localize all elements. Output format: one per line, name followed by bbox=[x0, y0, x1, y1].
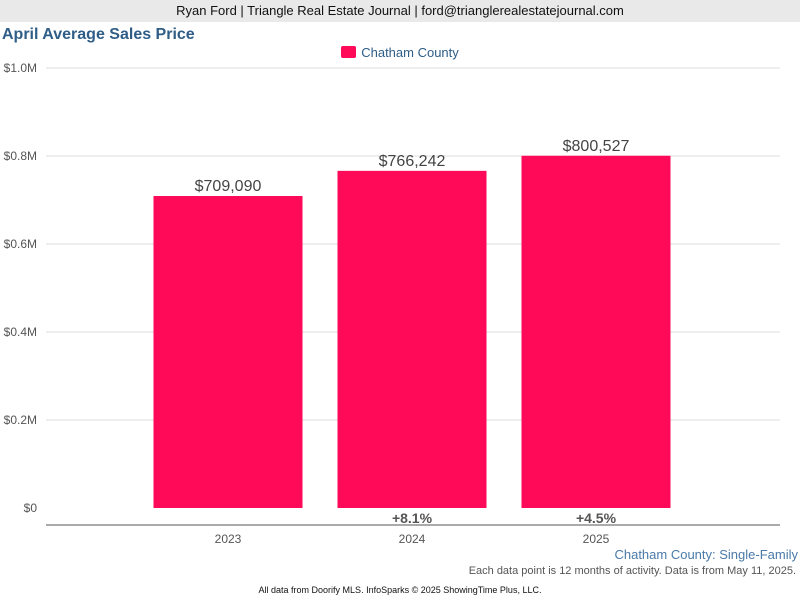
y-tick-label: $1.0M bbox=[4, 61, 37, 75]
bar-value-label: $709,090 bbox=[195, 178, 262, 195]
change-label: +4.5% bbox=[576, 510, 617, 526]
x-tick-label: 2024 bbox=[399, 532, 426, 546]
chart-subtitle: Chatham County: Single-Family bbox=[614, 547, 798, 562]
y-tick-label: $0.8M bbox=[4, 149, 37, 163]
chart-legend: Chatham County bbox=[0, 45, 800, 60]
data-note: Each data point is 12 months of activity… bbox=[468, 565, 796, 577]
y-tick-label: $0.6M bbox=[4, 237, 37, 251]
y-tick-label: $0.4M bbox=[4, 325, 37, 339]
legend-label[interactable]: Chatham County bbox=[361, 45, 459, 60]
chart-title: April Average Sales Price bbox=[2, 26, 195, 43]
bar-value-label: $766,242 bbox=[379, 153, 446, 170]
y-tick-label: $0.2M bbox=[4, 413, 37, 427]
bar bbox=[521, 155, 671, 508]
bar bbox=[337, 170, 487, 508]
bar bbox=[153, 196, 303, 508]
x-tick-label: 2025 bbox=[583, 532, 610, 546]
legend-swatch bbox=[341, 46, 357, 58]
bar-value-label: $800,527 bbox=[563, 138, 630, 155]
x-tick-label: 2023 bbox=[215, 532, 242, 546]
change-label: +8.1% bbox=[392, 510, 433, 526]
footer-credit: All data from Doorify MLS. InfoSparks © … bbox=[258, 585, 542, 595]
y-tick-label: $0 bbox=[24, 501, 38, 515]
header-bar: Ryan Ford | Triangle Real Estate Journal… bbox=[0, 0, 800, 22]
